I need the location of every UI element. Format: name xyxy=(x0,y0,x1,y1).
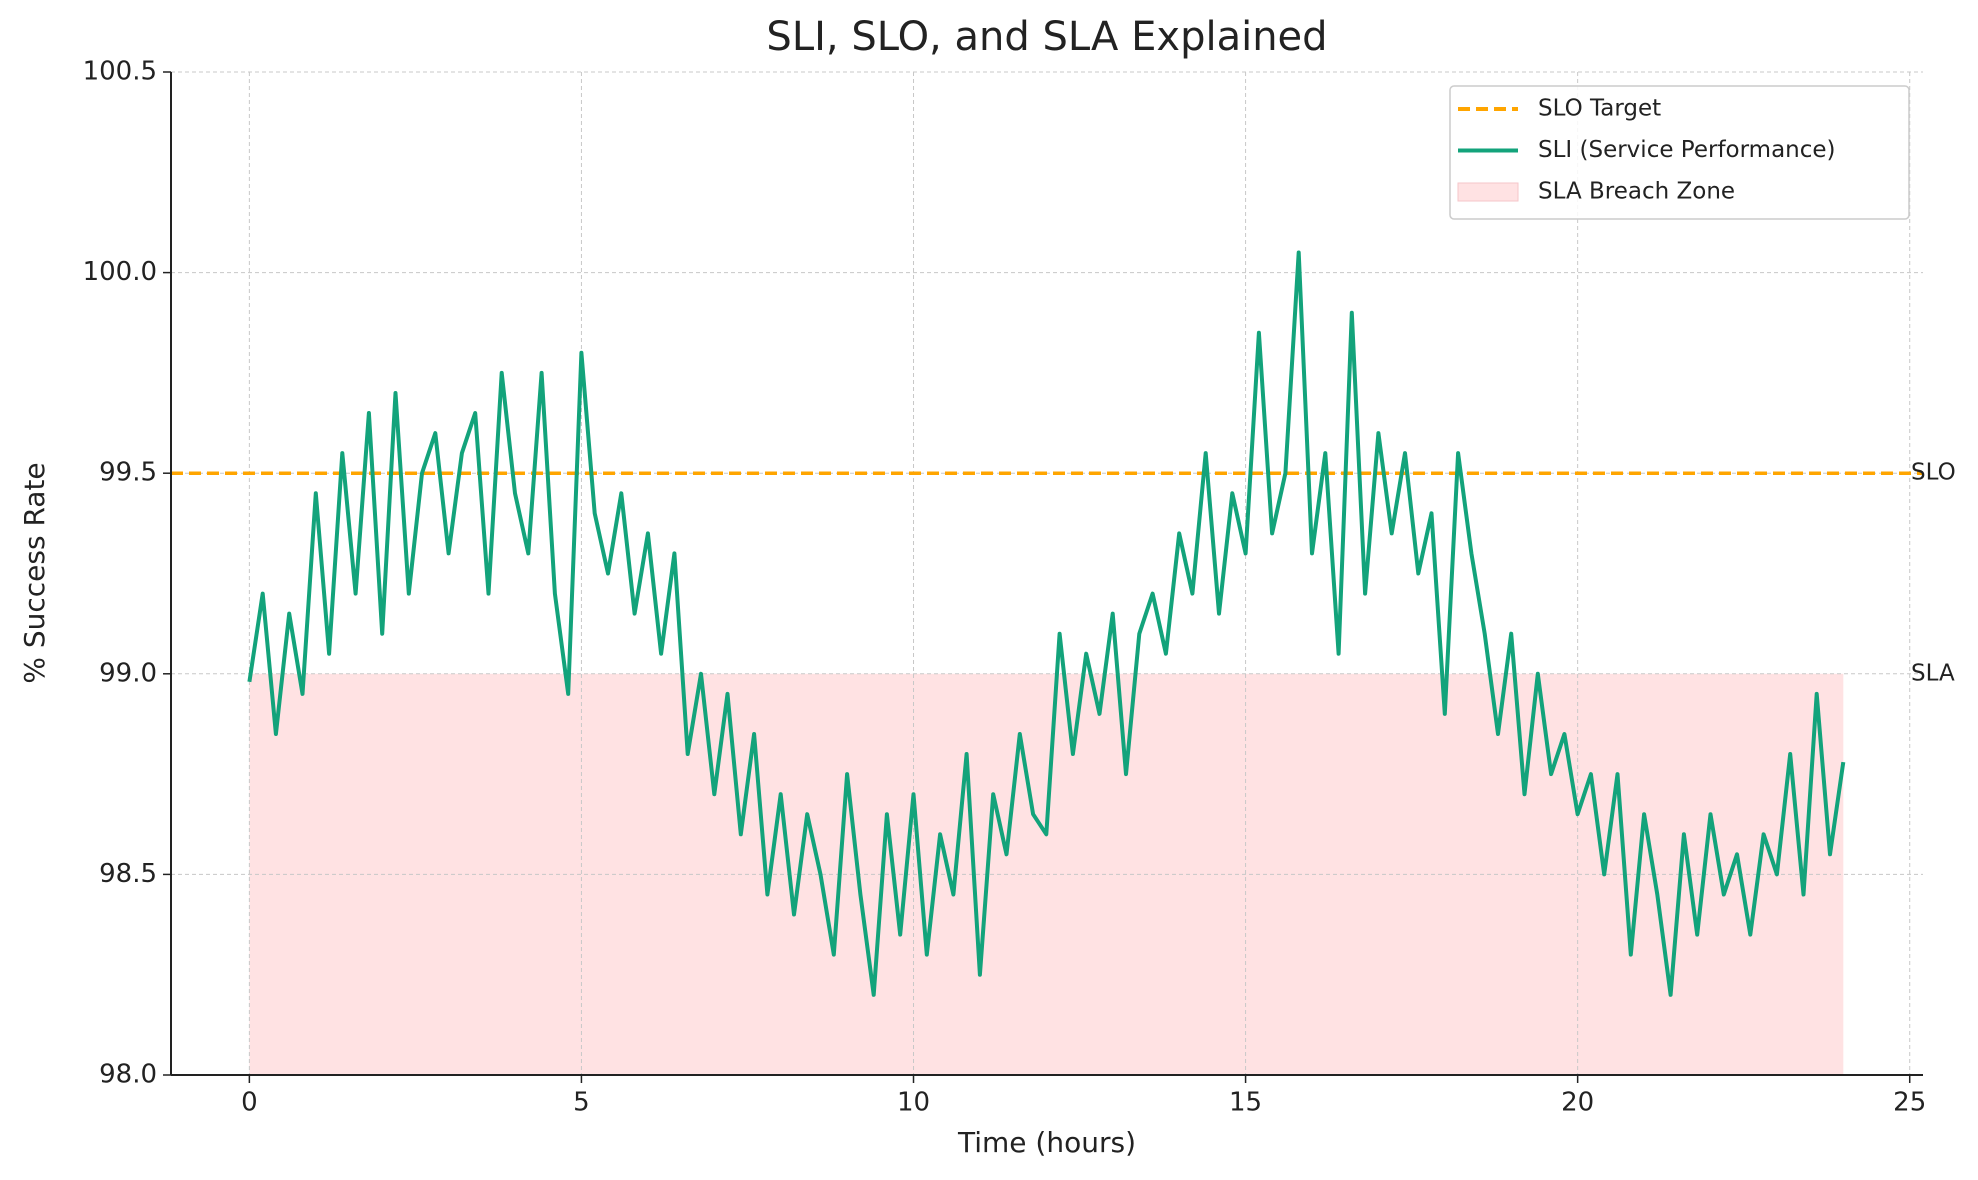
y-tick-label: 99.5 xyxy=(99,458,157,488)
legend-box xyxy=(1449,85,1910,220)
x-tick-label: 15 xyxy=(1229,1088,1262,1118)
y-tick-label: 100.5 xyxy=(83,57,157,87)
x-axis-label: Time (hours) xyxy=(957,1126,1136,1159)
slo-label: SLO xyxy=(1911,460,1956,486)
legend-label: SLO Target xyxy=(1538,96,1661,122)
y-tick-label: 98.5 xyxy=(99,859,157,889)
chart-title: SLI, SLO, and SLA Explained xyxy=(766,14,1327,60)
x-tick-label: 5 xyxy=(573,1088,590,1118)
y-tick-label: 99.0 xyxy=(99,658,157,688)
legend-swatch xyxy=(1457,182,1519,202)
y-tick-label: 100.0 xyxy=(83,257,157,287)
x-tick-label: 10 xyxy=(897,1088,930,1118)
x-tick-label: 0 xyxy=(241,1088,258,1118)
sla-label: SLA xyxy=(1911,660,1955,686)
x-tick-label: 20 xyxy=(1561,1088,1594,1118)
y-tick-label: 98.0 xyxy=(99,1060,157,1090)
legend-label: SLA Breach Zone xyxy=(1538,179,1735,205)
x-tick-label: 25 xyxy=(1893,1088,1926,1118)
y-axis-label: % Success Rate xyxy=(18,462,51,683)
sli-line xyxy=(247,250,1846,997)
legend-label: SLI (Service Performance) xyxy=(1538,137,1836,163)
